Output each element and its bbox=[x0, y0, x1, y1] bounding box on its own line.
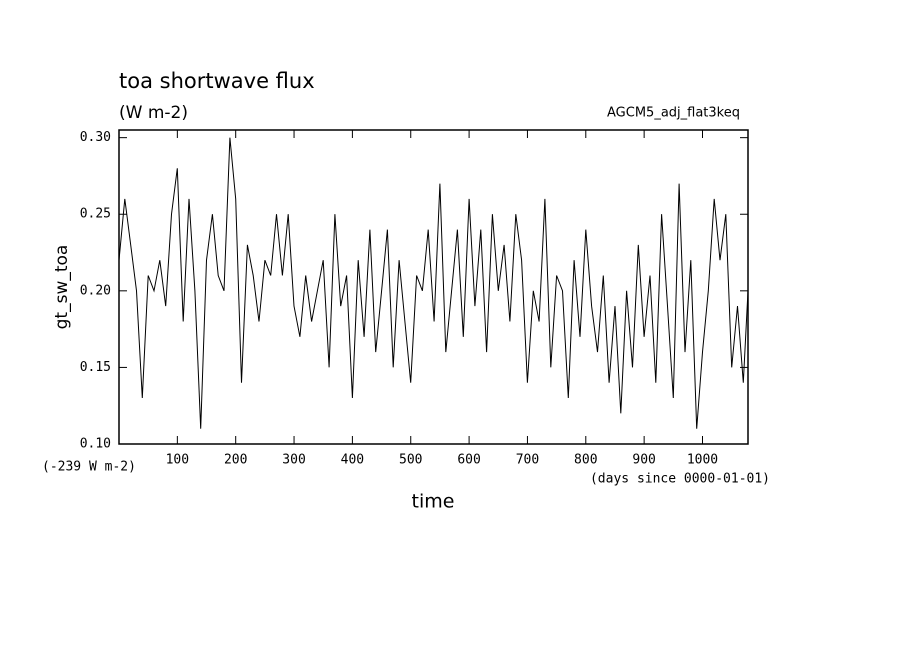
x-tick-label: 700 bbox=[516, 453, 539, 468]
x-tick-label: 800 bbox=[574, 453, 597, 468]
x-tick-label: 600 bbox=[457, 453, 480, 468]
y-tick-label: 0.15 bbox=[80, 360, 111, 375]
offset-note: (-239 W m-2) bbox=[42, 460, 136, 475]
x-tick-label: 1000 bbox=[687, 453, 718, 468]
y-axis-label: gt_sw_toa bbox=[52, 245, 72, 330]
x-tick-label: 200 bbox=[224, 453, 247, 468]
units-note: (days since 0000-01-01) bbox=[590, 472, 770, 487]
x-tick-label: 500 bbox=[399, 453, 422, 468]
y-tick-label: 0.25 bbox=[80, 207, 111, 222]
data-line bbox=[118, 137, 749, 429]
x-axis-label: time bbox=[412, 491, 455, 513]
x-tick-label: 900 bbox=[632, 453, 655, 468]
chart-title: toa shortwave flux bbox=[119, 69, 315, 93]
y-tick-label: 0.10 bbox=[80, 437, 111, 452]
annotation: AGCM5_adj_flat3keq bbox=[607, 106, 740, 121]
plot-frame bbox=[118, 129, 749, 445]
chart-subtitle: (W m-2) bbox=[119, 103, 188, 123]
y-tick-label: 0.30 bbox=[80, 130, 111, 145]
x-tick-label: 300 bbox=[282, 453, 305, 468]
x-tick-label: 400 bbox=[341, 453, 364, 468]
x-tick-label: 100 bbox=[166, 453, 189, 468]
y-tick-label: 0.20 bbox=[80, 283, 111, 298]
